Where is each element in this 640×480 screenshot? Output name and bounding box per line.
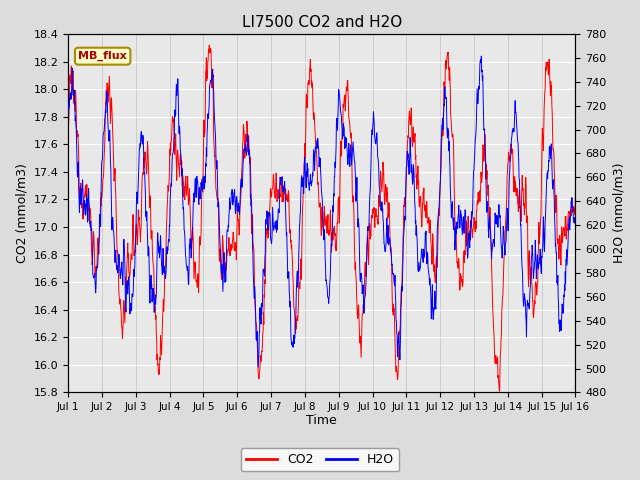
Text: MB_flux: MB_flux [78, 51, 127, 61]
Legend: CO2, H2O: CO2, H2O [241, 448, 399, 471]
Y-axis label: CO2 (mmol/m3): CO2 (mmol/m3) [15, 163, 28, 263]
Title: LI7500 CO2 and H2O: LI7500 CO2 and H2O [242, 15, 402, 30]
X-axis label: Time: Time [307, 414, 337, 427]
Y-axis label: H2O (mmol/m3): H2O (mmol/m3) [612, 163, 625, 264]
